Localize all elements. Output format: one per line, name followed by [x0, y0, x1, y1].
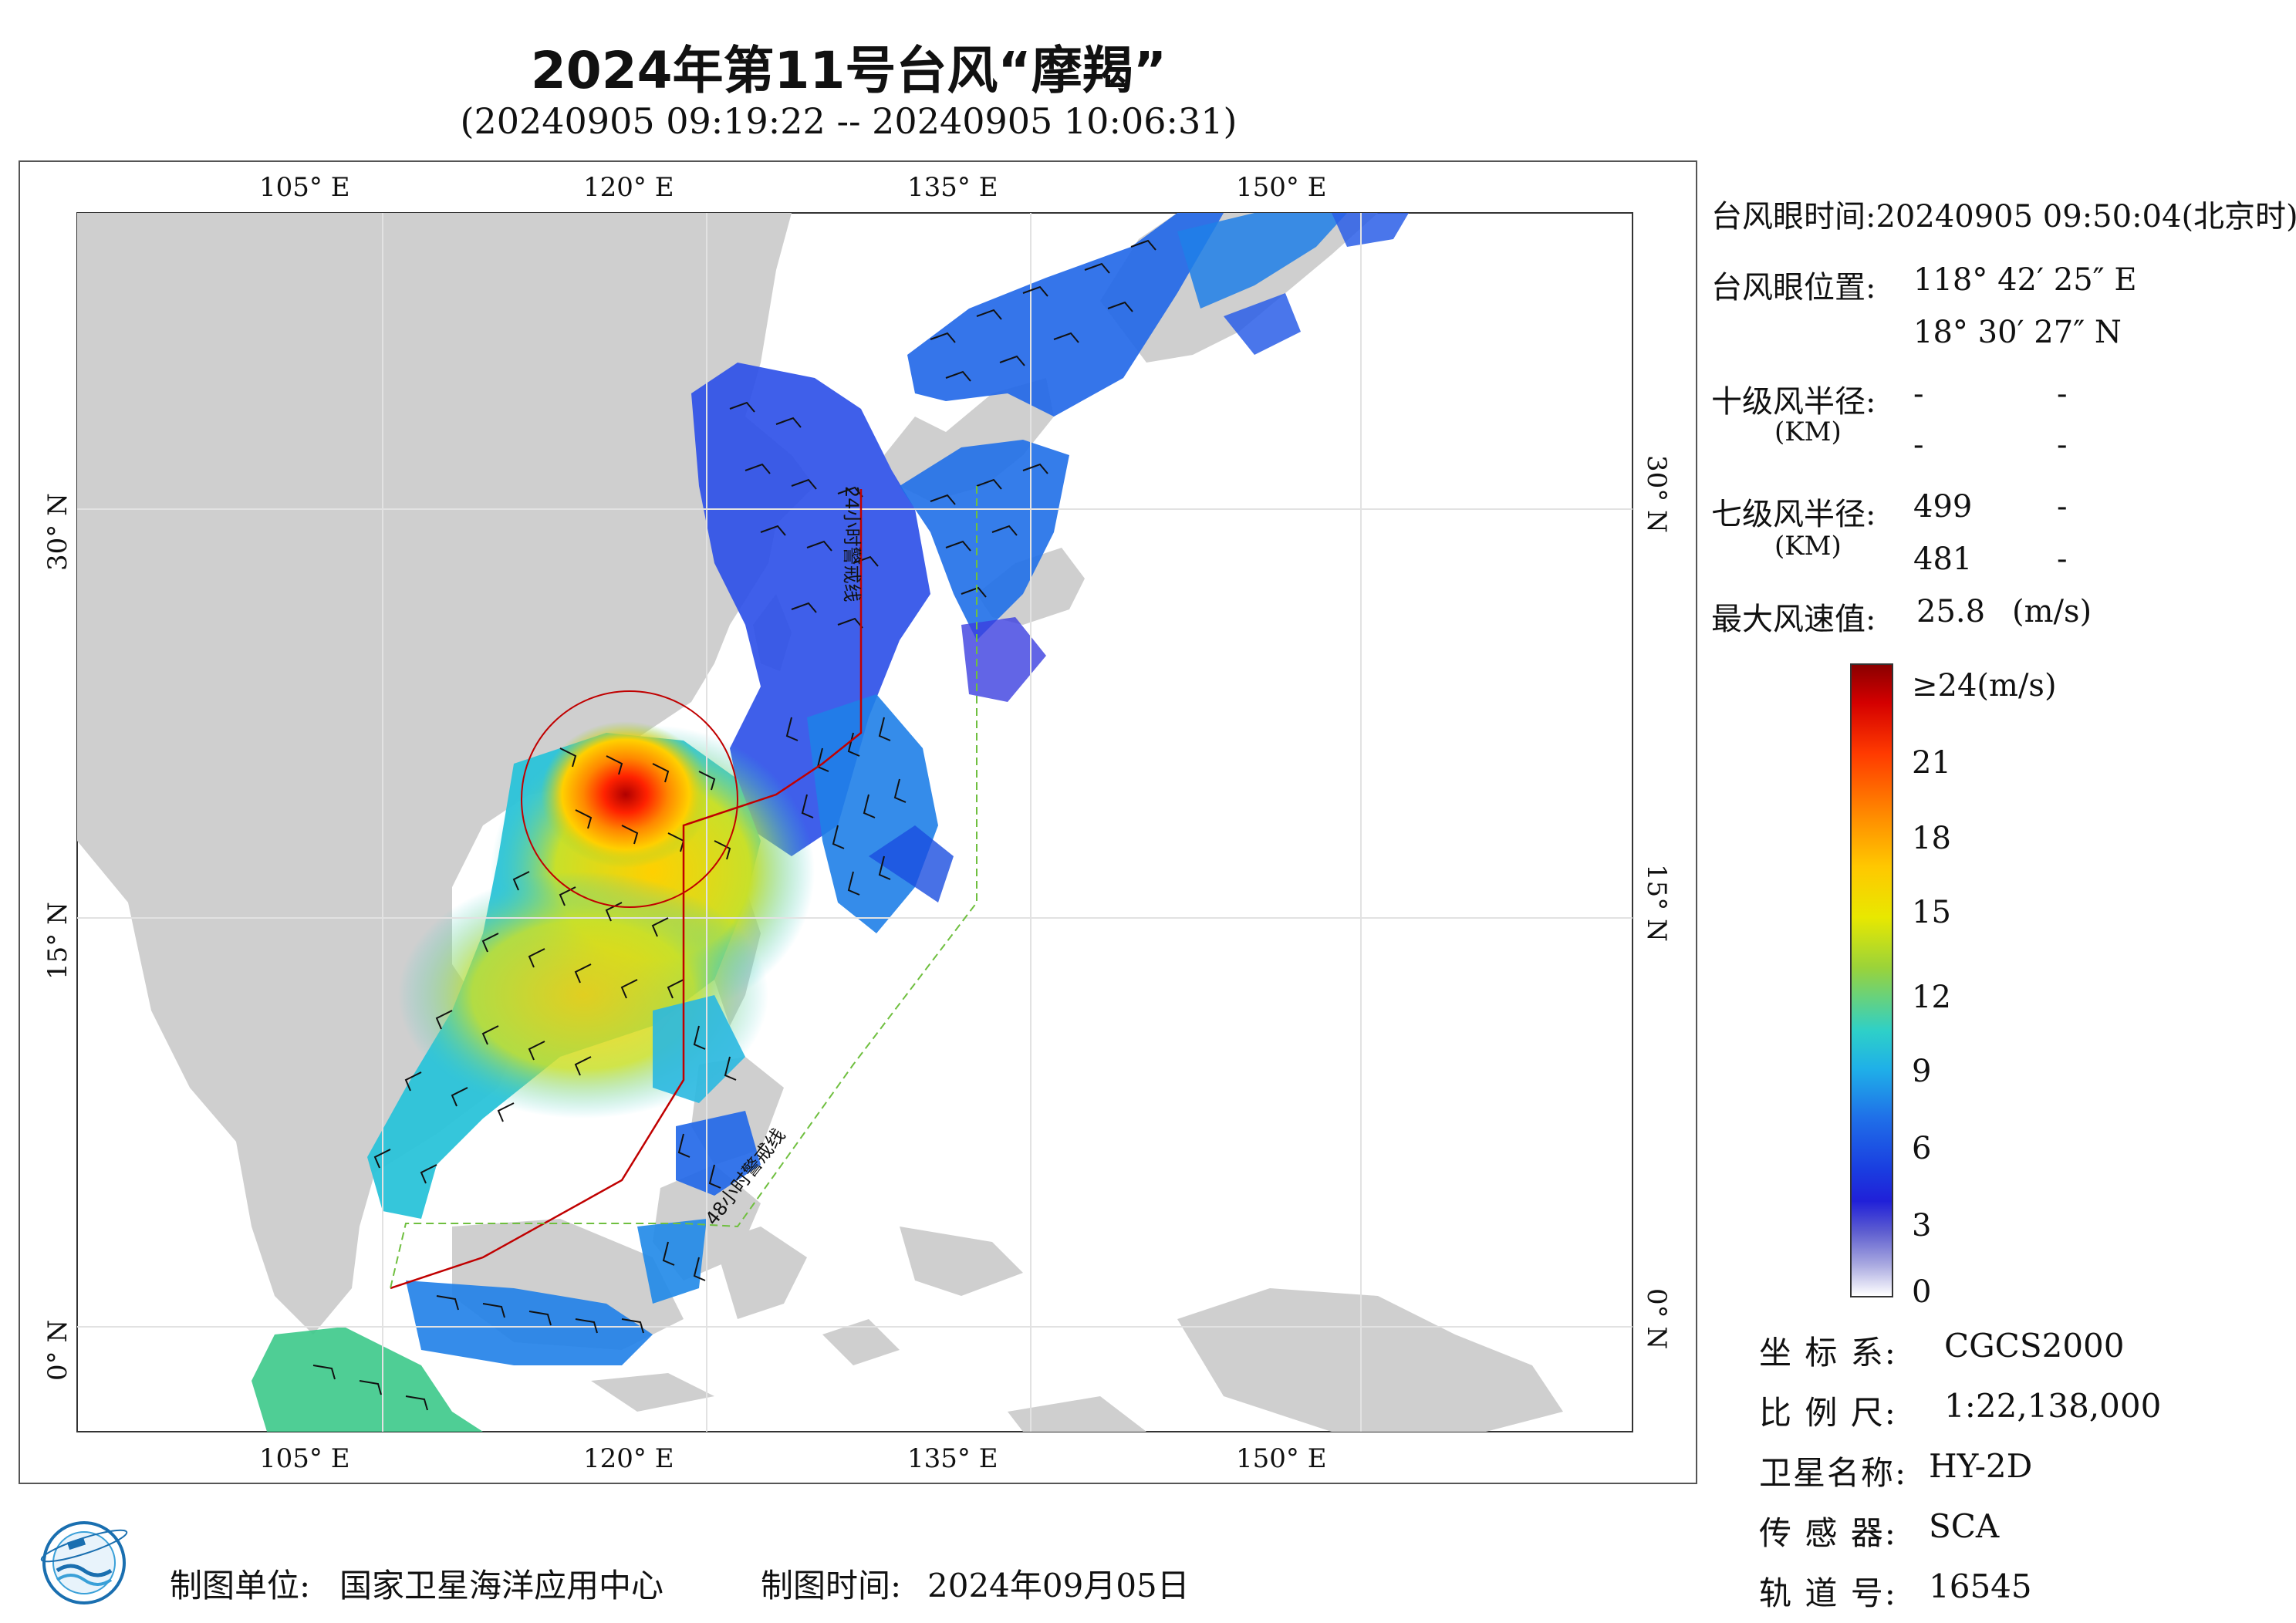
colorbar-label-21: 21: [1912, 745, 1951, 781]
producer-value: 国家卫星海洋应用中心: [339, 1567, 664, 1604]
date-value: 2024年09月05日: [927, 1567, 1190, 1604]
colorbar-label-12: 12: [1912, 980, 1951, 1015]
wind-barbs: [312, 239, 1156, 1411]
crs-label: 坐 标 系:: [1759, 1334, 1897, 1372]
lat-label-right-0: 0° N: [1641, 1288, 1672, 1349]
r10-value-3: -: [1913, 427, 1924, 463]
date-label: 制图时间:: [761, 1567, 902, 1604]
lon-label-top-105: 105° E: [259, 172, 350, 203]
eye-position-label: 台风眼位置:: [1711, 270, 1876, 305]
wind-field: [252, 213, 1409, 1432]
sensor-label: 传 感 器:: [1759, 1514, 1897, 1552]
lon-label-bottom-105: 105° E: [259, 1443, 350, 1474]
r7-value-2: -: [2057, 489, 2068, 525]
r7-value-3: 481: [1913, 542, 1973, 577]
lon-label-bottom-150: 150° E: [1236, 1443, 1327, 1474]
lat-label-right-30: 30° N: [1641, 455, 1672, 533]
r10-label: 十级风半径:: [1711, 384, 1876, 420]
r7-unit: (KM): [1774, 531, 1842, 562]
orbit-label: 轨 道 号:: [1759, 1574, 1897, 1612]
colorbar-label-6: 6: [1912, 1131, 1932, 1166]
lat-label-right-15: 15° N: [1641, 864, 1672, 942]
colorbar-label-15: 15: [1912, 895, 1951, 930]
lon-label-top-135: 135° E: [907, 172, 998, 203]
wind-radius-circle: [521, 690, 738, 908]
colorbar-label-18: 18: [1912, 821, 1951, 856]
r7-value-4: -: [2057, 542, 2068, 577]
r10-value-4: -: [2057, 427, 2068, 463]
sensor-value: SCA: [1929, 1507, 2000, 1545]
eye-latitude: 18° 30′ 27″ N: [1913, 315, 2122, 350]
lon-label-top-150: 150° E: [1236, 172, 1327, 203]
r10-value-1: -: [1913, 376, 1924, 412]
agency-logo-icon: [40, 1521, 128, 1604]
lon-label-bottom-120: 120° E: [583, 1443, 674, 1474]
satellite-value: HY-2D: [1929, 1447, 2033, 1485]
r10-unit: (KM): [1774, 417, 1842, 447]
colorbar-label-0: 0: [1912, 1274, 1932, 1310]
crs-value: CGCS2000: [1944, 1327, 2125, 1365]
scale-value: 1:22,138,000: [1944, 1387, 2162, 1425]
axis-labels: 105° E 120° E 135° E 150° E 105° E 120° …: [42, 172, 1672, 1474]
eye-time-row: 台风眼时间:20240905 09:50:04(北京时): [1711, 191, 2296, 236]
eye-time-value: 20240905 09:50:04(北京时): [1876, 199, 2296, 235]
warning-line-24h: [390, 489, 863, 1290]
colorbar-label-3: 3: [1912, 1208, 1932, 1243]
eye-longitude: 118° 42′ 25″ E: [1913, 262, 2137, 298]
lon-label-top-120: 120° E: [583, 172, 674, 203]
r10-value-2: -: [2057, 376, 2068, 412]
satellite-label: 卫星名称:: [1759, 1454, 1908, 1492]
lat-label-left-0: 0° N: [42, 1320, 73, 1381]
lat-label-left-15: 15° N: [42, 902, 73, 980]
max-wind-unit: (m/s): [2012, 594, 2092, 629]
lon-label-bottom-135: 135° E: [907, 1443, 998, 1474]
colorbar-label-9: 9: [1912, 1054, 1932, 1089]
lat-label-left-30: 30° N: [42, 493, 73, 571]
wind-field-map: 24小时警戒线 48小时警戒线 105° E 120° E 135° E 150…: [42, 172, 1672, 1474]
map-subtitle: (20240905 09:19:22 -- 20240905 10:06:31): [460, 100, 1237, 142]
max-wind-value: 25.8: [1916, 594, 1986, 629]
graticule: [77, 213, 1633, 1432]
r7-label: 七级风半径:: [1711, 497, 1876, 532]
map-frame: 24小时警戒线 48小时警戒线 105° E 120° E 135° E 150…: [19, 160, 1697, 1484]
max-wind-label: 最大风速值:: [1711, 602, 1876, 637]
map-title: 2024年第11号台风“摩羯”: [530, 41, 1167, 100]
warning-line-24h-label: 24小时警戒线: [841, 486, 863, 602]
warning-line-48h: [390, 486, 977, 1289]
orbit-value: 16545: [1929, 1567, 2032, 1605]
scale-label: 比 例 尺:: [1759, 1394, 1897, 1432]
r7-value-1: 499: [1913, 489, 1973, 525]
wind-speed-colorbar: [1850, 663, 1893, 1297]
eye-time-label: 台风眼时间:: [1711, 199, 1876, 235]
colorbar-label-24: ≥24(m/s): [1912, 668, 2057, 704]
producer-label: 制图单位:: [170, 1567, 311, 1604]
